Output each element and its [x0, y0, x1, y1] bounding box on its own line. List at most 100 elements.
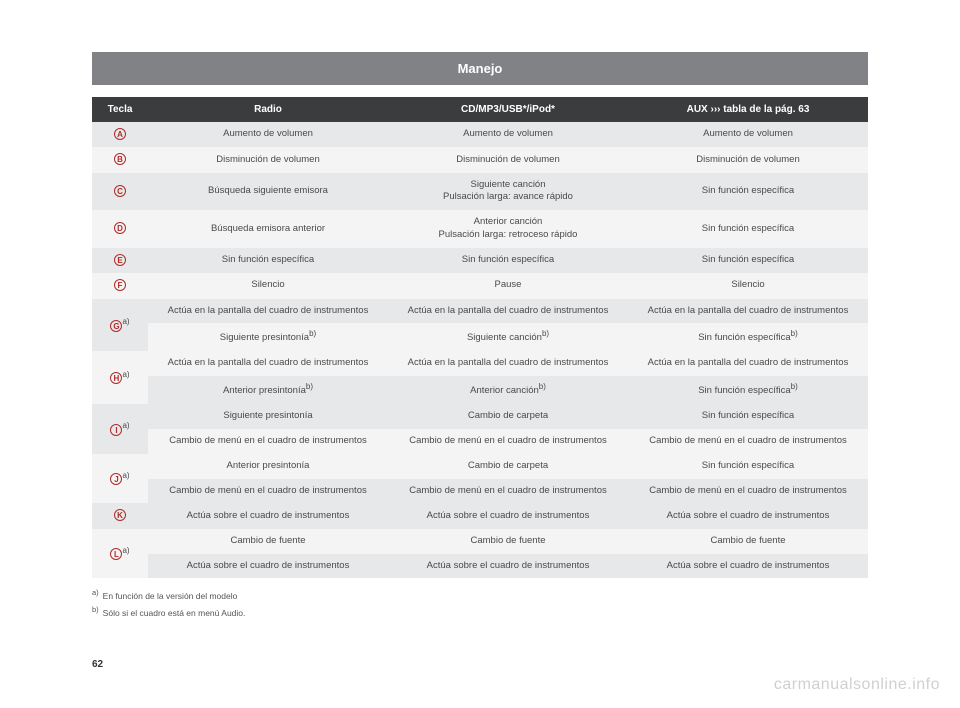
- table-cell: Anterior canciónb): [388, 376, 628, 404]
- section-title: Manejo: [92, 52, 868, 85]
- table-cell: Cambio de carpeta: [388, 454, 628, 479]
- table-cell: Actúa en la pantalla del cuadro de instr…: [628, 351, 868, 376]
- table-cell: Cambio de menú en el cuadro de instrumen…: [388, 479, 628, 504]
- table-cell: Anterior presintonía: [148, 454, 388, 479]
- key-circle-icon: J: [110, 473, 122, 485]
- table-row: AAumento de volumenAumento de volumenAum…: [92, 122, 868, 147]
- key-cell: Ga): [92, 299, 148, 352]
- table-cell: Cambio de menú en el cuadro de instrumen…: [628, 429, 868, 454]
- table-cell: Sin función específica: [388, 248, 628, 273]
- table-row: C Búsqueda siguiente emisoraSiguiente can…: [92, 173, 868, 211]
- key-cell: D: [92, 210, 148, 248]
- table-cell: Cambio de fuente: [628, 529, 868, 554]
- table-cell: Disminución de volumen: [388, 147, 628, 172]
- table-cell: Anterior canciónPulsación larga: retroce…: [388, 210, 628, 248]
- table-cell: Cambio de menú en el cuadro de instrumen…: [628, 479, 868, 504]
- table-cell: Actúa sobre el cuadro de instrumentos: [388, 503, 628, 528]
- key-circle-icon: B: [114, 153, 126, 165]
- table-cell: Aumento de volumen: [388, 122, 628, 147]
- table-row: Actúa sobre el cuadro de instrumentosAct…: [92, 554, 868, 579]
- table-row: La)Cambio de fuenteCambio de fuenteCambi…: [92, 529, 868, 554]
- key-circle-icon: D: [114, 222, 126, 234]
- table-row: KActúa sobre el cuadro de instrumentosAc…: [92, 503, 868, 528]
- key-circle-icon: H: [110, 372, 122, 384]
- table-cell: Disminución de volumen: [148, 147, 388, 172]
- table-cell: Silencio: [148, 273, 388, 298]
- table-cell: Sin función específica: [628, 248, 868, 273]
- key-circle-icon: A: [114, 128, 126, 140]
- key-cell: C: [92, 173, 148, 211]
- table-cell: Actúa en la pantalla del cuadro de instr…: [148, 351, 388, 376]
- table-cell: Sin función específica: [628, 404, 868, 429]
- key-cell: A: [92, 122, 148, 147]
- table-header-row: Tecla Radio CD/MP3/USB*/iPod* AUX ››› ta…: [92, 97, 868, 122]
- table-cell: Sin función específicab): [628, 323, 868, 351]
- table-row: ESin función específicaSin función espec…: [92, 248, 868, 273]
- table-row: Anterior presintoníab)Anterior canciónb)…: [92, 376, 868, 404]
- table-cell: Actúa sobre el cuadro de instrumentos: [148, 503, 388, 528]
- key-cell: Ja): [92, 454, 148, 504]
- key-cell: E: [92, 248, 148, 273]
- key-cell: Ia): [92, 404, 148, 454]
- table-cell: Silencio: [628, 273, 868, 298]
- table-cell: Cambio de menú en el cuadro de instrumen…: [148, 429, 388, 454]
- table-cell: Siguiente canciónPulsación larga: avance…: [388, 173, 628, 211]
- header-radio: Radio: [148, 97, 388, 122]
- table-cell: Actúa sobre el cuadro de instrumentos: [628, 503, 868, 528]
- table-row: D Búsqueda emisora anteriorAnterior canci…: [92, 210, 868, 248]
- header-cd: CD/MP3/USB*/iPod*: [388, 97, 628, 122]
- table-cell: Anterior presintoníab): [148, 376, 388, 404]
- footnote-b: b)Sólo si el cuadro está en menú Audio.: [92, 605, 868, 618]
- table-row: Cambio de menú en el cuadro de instrumen…: [92, 429, 868, 454]
- table-row: Ia)Siguiente presintoníaCambio de carpet…: [92, 404, 868, 429]
- table-cell: Siguiente presintonía: [148, 404, 388, 429]
- table-cell: Aumento de volumen: [148, 122, 388, 147]
- table-cell: Pause: [388, 273, 628, 298]
- table-row: Cambio de menú en el cuadro de instrumen…: [92, 479, 868, 504]
- table-row: Ga)Actúa en la pantalla del cuadro de in…: [92, 299, 868, 324]
- table-cell: Sin función específica: [148, 248, 388, 273]
- key-cell: La): [92, 529, 148, 579]
- page-content: Manejo Tecla Radio CD/MP3/USB*/iPod* AUX…: [92, 52, 868, 622]
- key-circle-icon: G: [110, 320, 122, 332]
- table-cell: Sin función específicab): [628, 376, 868, 404]
- table-cell: Actúa en la pantalla del cuadro de instr…: [388, 299, 628, 324]
- table-cell: Búsqueda emisora anterior: [148, 210, 388, 248]
- footnotes: a)En función de la versión del modelo b)…: [92, 588, 868, 618]
- table-cell: Cambio de menú en el cuadro de instrumen…: [388, 429, 628, 454]
- table-cell: Siguiente presintoníab): [148, 323, 388, 351]
- header-tecla: Tecla: [92, 97, 148, 122]
- table-row: Siguiente presintoníab)Siguiente canción…: [92, 323, 868, 351]
- table-row: BDisminución de volumenDisminución de vo…: [92, 147, 868, 172]
- key-circle-icon: C: [114, 185, 126, 197]
- table-cell: Disminución de volumen: [628, 147, 868, 172]
- key-circle-icon: F: [114, 279, 126, 291]
- table-row: Ha)Actúa en la pantalla del cuadro de in…: [92, 351, 868, 376]
- table-cell: Actúa sobre el cuadro de instrumentos: [148, 554, 388, 579]
- table-cell: Sin función específica: [628, 210, 868, 248]
- table-row: Ja)Anterior presintoníaCambio de carpeta…: [92, 454, 868, 479]
- footnote-a: a)En función de la versión del modelo: [92, 588, 868, 601]
- table-cell: Cambio de menú en el cuadro de instrumen…: [148, 479, 388, 504]
- table-cell: Cambio de fuente: [388, 529, 628, 554]
- table-cell: Siguiente canciónb): [388, 323, 628, 351]
- key-circle-icon: I: [110, 424, 122, 436]
- table-cell: Aumento de volumen: [628, 122, 868, 147]
- table-cell: Actúa sobre el cuadro de instrumentos: [628, 554, 868, 579]
- table-cell: Cambio de carpeta: [388, 404, 628, 429]
- table-cell: Actúa sobre el cuadro de instrumentos: [388, 554, 628, 579]
- table-row: F SilencioPauseSilencio: [92, 273, 868, 298]
- table-cell: Búsqueda siguiente emisora: [148, 173, 388, 211]
- key-circle-icon: K: [114, 509, 126, 521]
- key-cell: K: [92, 503, 148, 528]
- key-circle-icon: E: [114, 254, 126, 266]
- key-cell: B: [92, 147, 148, 172]
- key-cell: Ha): [92, 351, 148, 404]
- page-number: 62: [92, 659, 103, 670]
- table-cell: Actúa en la pantalla del cuadro de instr…: [628, 299, 868, 324]
- table-cell: Actúa en la pantalla del cuadro de instr…: [388, 351, 628, 376]
- table-cell: Actúa en la pantalla del cuadro de instr…: [148, 299, 388, 324]
- controls-table: Tecla Radio CD/MP3/USB*/iPod* AUX ››› ta…: [92, 97, 868, 578]
- key-cell: F: [92, 273, 148, 298]
- table-cell: Sin función específica: [628, 454, 868, 479]
